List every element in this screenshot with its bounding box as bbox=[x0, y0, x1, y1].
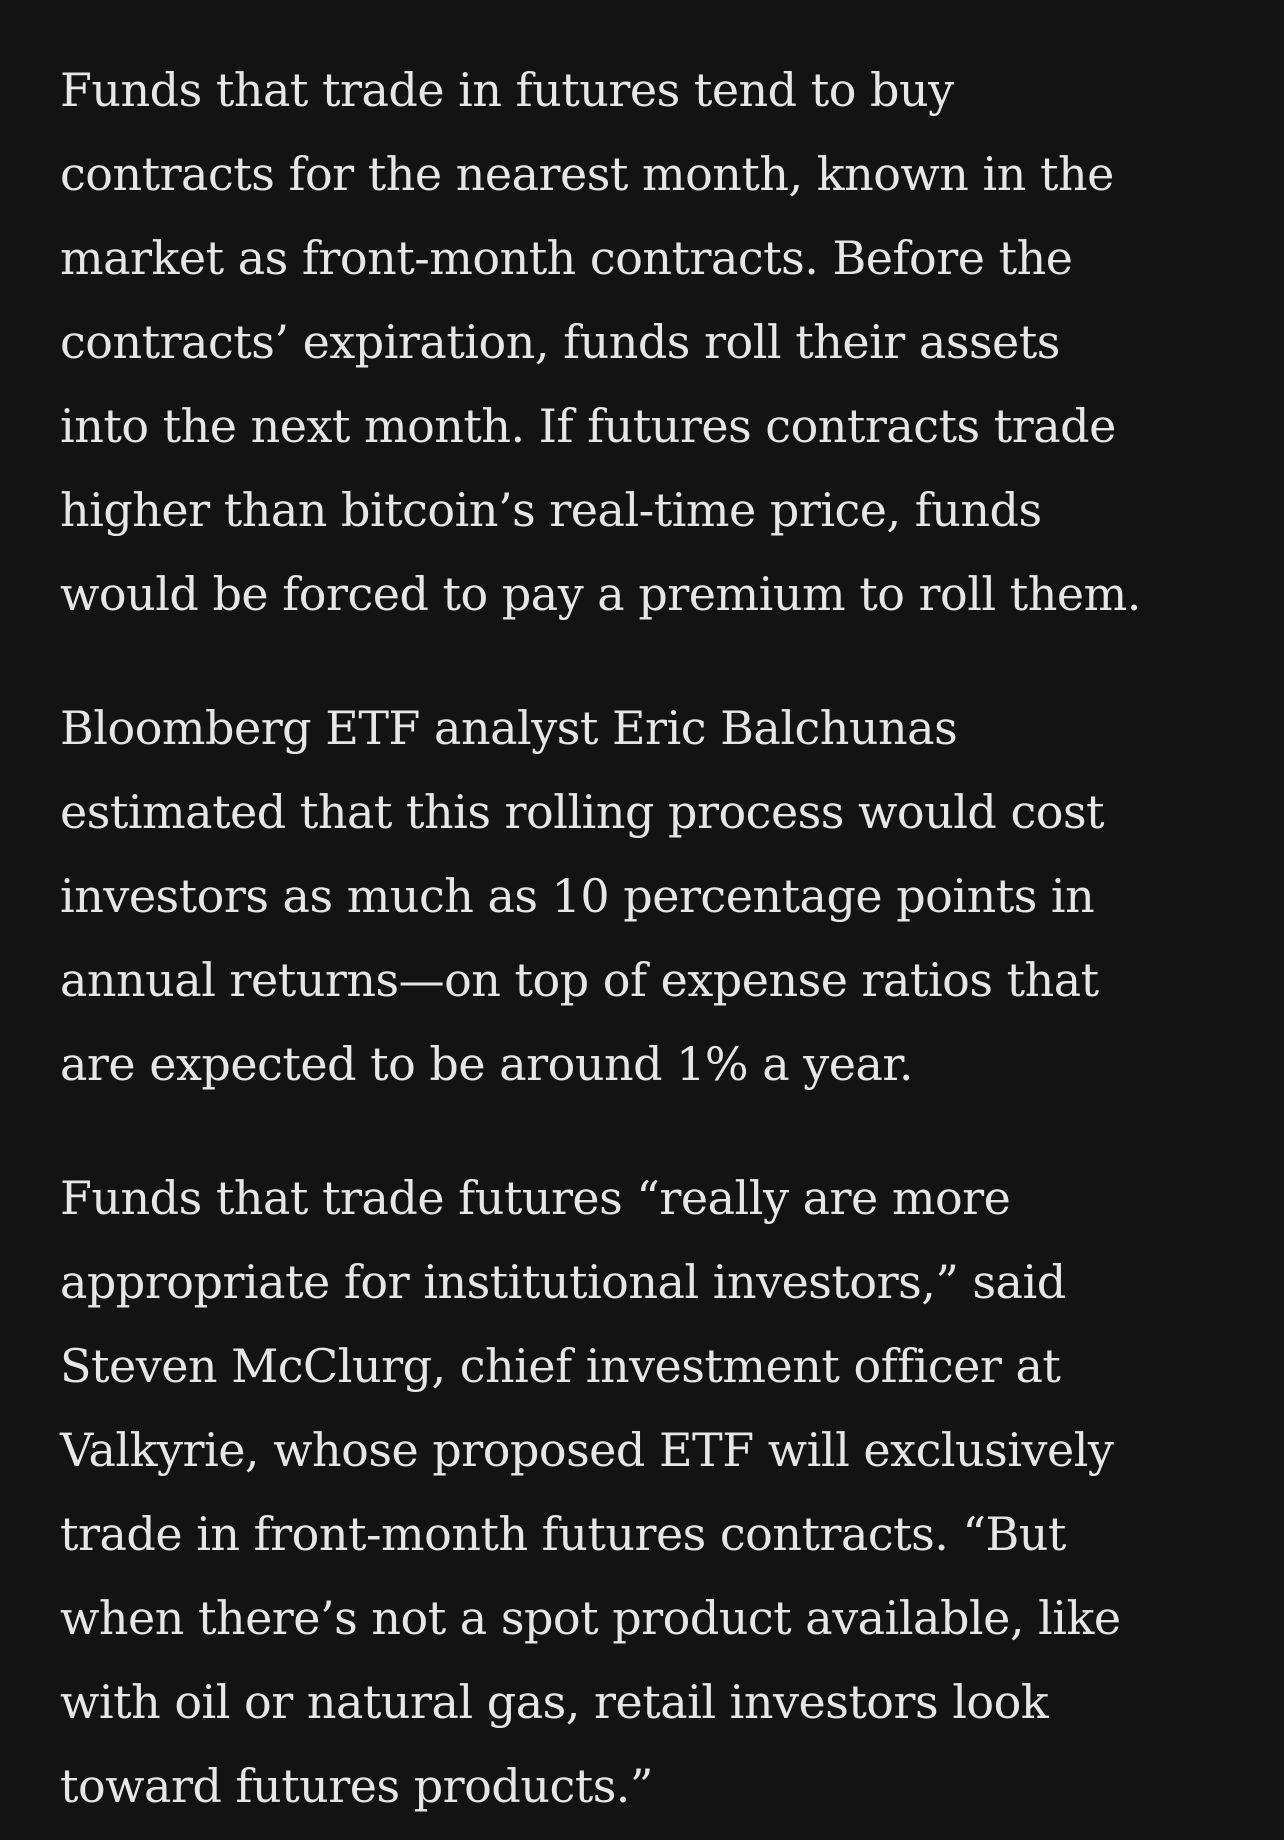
text-line: with oil or natural gas, retail investor… bbox=[60, 1675, 1049, 1729]
text-line: Funds that trade futures “really are mor… bbox=[60, 1171, 1011, 1225]
text-line: are expected to be around 1% a year. bbox=[60, 1037, 914, 1091]
text-line: Valkyrie, whose proposed ETF will exclus… bbox=[60, 1423, 1114, 1477]
paragraph-3: Funds that trade futures “really are mor… bbox=[60, 1156, 1224, 1828]
paragraph-1: Funds that trade in futures tend to buy … bbox=[60, 48, 1224, 636]
text-line: investors as much as 10 percentage point… bbox=[60, 869, 1095, 923]
text-line: Bloomberg ETF analyst Eric Balchunas bbox=[60, 701, 958, 755]
text-line: contracts’ expiration, funds roll their … bbox=[60, 315, 1060, 369]
text-line: annual returns—on top of expense ratios … bbox=[60, 953, 1099, 1007]
text-line: appropriate for institutional investors,… bbox=[60, 1255, 1066, 1309]
paragraph-2: Bloomberg ETF analyst Eric Balchunas est… bbox=[60, 686, 1224, 1106]
text-line: when there’s not a spot product availabl… bbox=[60, 1591, 1121, 1645]
text-line: would be forced to pay a premium to roll… bbox=[60, 567, 1141, 621]
text-line: Steven McClurg, chief investment officer… bbox=[60, 1339, 1061, 1393]
text-line: higher than bitcoin’s real-time price, f… bbox=[60, 483, 1042, 537]
text-line: trade in front-month futures contracts. … bbox=[60, 1507, 1066, 1561]
text-line: contracts for the nearest month, known i… bbox=[60, 147, 1114, 201]
text-line: into the next month. If futures contract… bbox=[60, 399, 1116, 453]
text-line: Funds that trade in futures tend to buy bbox=[60, 63, 954, 117]
text-line: estimated that this rolling process woul… bbox=[60, 785, 1105, 839]
text-line: toward futures products.” bbox=[60, 1759, 653, 1813]
text-line: market as front-month contracts. Before … bbox=[60, 231, 1073, 285]
